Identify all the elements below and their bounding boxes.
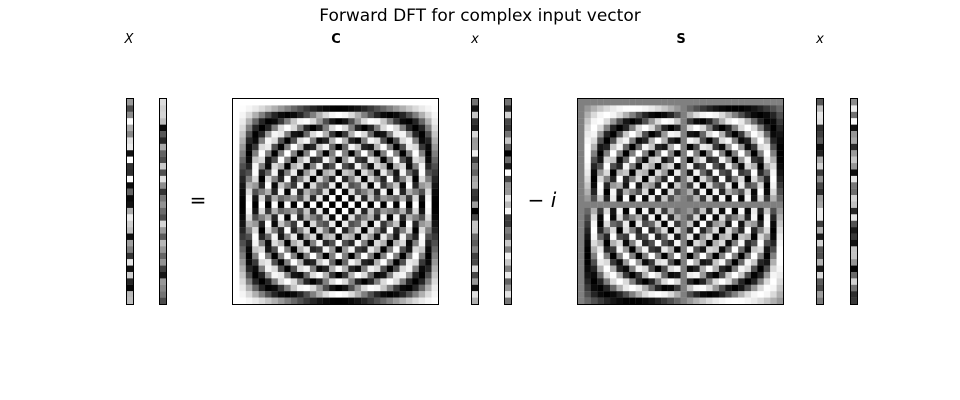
vector-x-real-2 — [816, 98, 824, 305]
label-C: C — [331, 32, 341, 47]
equals-sign: = — [189, 188, 207, 212]
matrix-C — [232, 98, 439, 305]
matrix-S — [577, 98, 784, 305]
label-X: X — [124, 32, 134, 47]
vector-X-real — [126, 98, 134, 305]
label-x-second: x — [816, 32, 824, 47]
vector-X-imag — [159, 98, 167, 305]
label-x-first: x — [471, 32, 479, 47]
vector-x-real-1 — [471, 98, 479, 305]
vector-x-imag-1 — [504, 98, 512, 305]
minus-i-operator: − i — [527, 188, 557, 212]
label-S: S — [676, 32, 686, 47]
figure-title: Forward DFT for complex input vector — [319, 6, 641, 26]
vector-x-imag-2 — [850, 98, 858, 305]
